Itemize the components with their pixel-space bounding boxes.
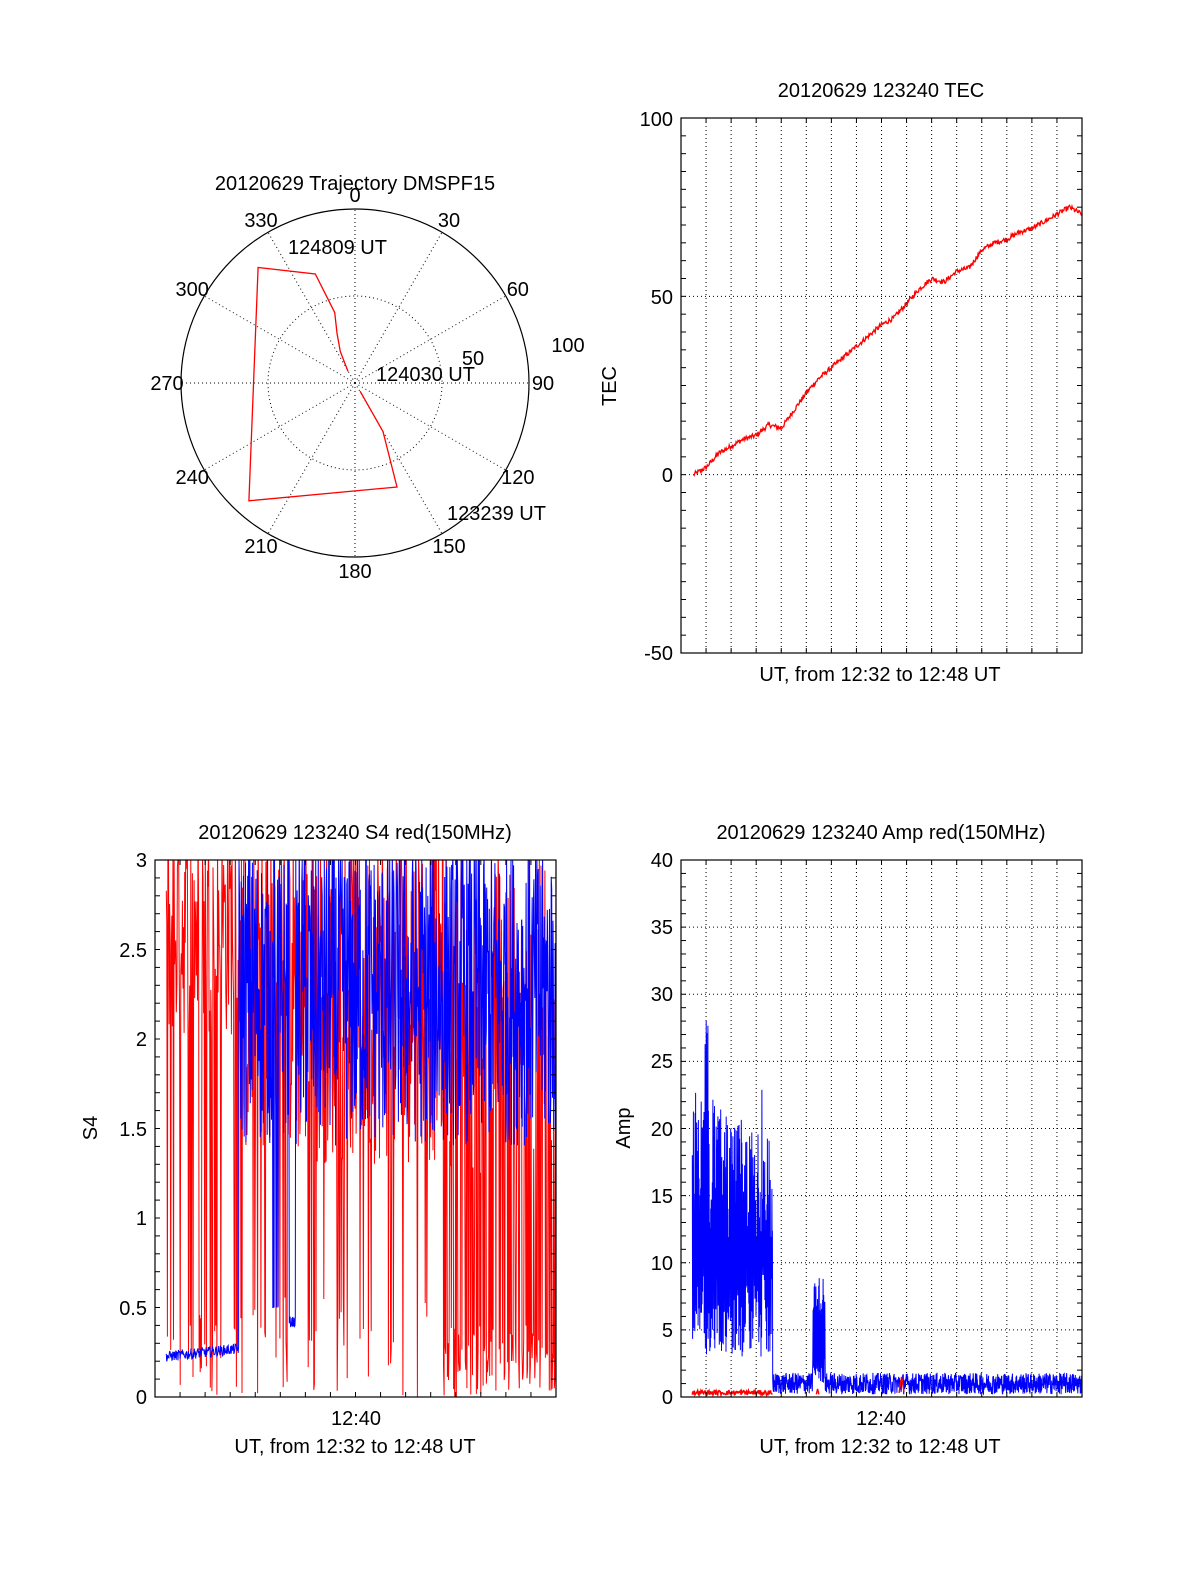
polar-angle-label: 0: [349, 185, 360, 207]
amp-ytick-5: 5: [662, 1320, 673, 1342]
s4-ytick-1: 1: [136, 1208, 147, 1230]
amp-ytick-20: 20: [651, 1119, 673, 1141]
polar-angle-label: 270: [150, 373, 183, 395]
tec-minor-ticks: [681, 118, 1082, 653]
tec-ylabel: TEC: [599, 366, 621, 406]
tec-plot-frame: [680, 117, 1083, 654]
polar-spoke: [267, 232, 356, 384]
polar-angle-label: 90: [532, 373, 554, 395]
amp-ytick-35: 35: [651, 917, 673, 939]
s4-ytick-1-5: 1.5: [119, 1119, 147, 1141]
trajectory-annotation-end: 124809 UT: [288, 237, 387, 259]
polar-outer-circle: [180, 208, 530, 558]
s4-plot-frame: [154, 859, 557, 1398]
polar-spoke: [204, 295, 356, 384]
amp-red-blip: [898, 1376, 905, 1394]
tec-ytick-0: 0: [662, 465, 673, 487]
trajectory-panel: 20120629 Trajectory DMSPF15 0 30 60 90 120 15…: [150, 173, 584, 583]
s4-blue-line: [165, 860, 556, 1362]
polar-angle-label: 300: [175, 279, 208, 301]
s4-ytick-2-5: 2.5: [119, 940, 147, 962]
s4-panel: 20120629 123240 S4 red(150MHz) 3 2.5 2 1…: [80, 822, 557, 1458]
amp-ylabel: Amp: [613, 1107, 635, 1148]
amp-xtick-1240: 12:40: [856, 1408, 906, 1430]
polar-spoke: [204, 382, 356, 471]
trajectory-line: [248, 266, 398, 502]
amp-red-line: [691, 1387, 773, 1397]
tec-grid: [681, 118, 1082, 653]
polar-spokes: [181, 209, 529, 557]
polar-angle-label: 210: [244, 536, 277, 558]
polar-radius-tick-100: 100: [551, 335, 584, 357]
amp-ytick-30: 30: [651, 984, 673, 1006]
s4-ylabel: S4: [80, 1116, 102, 1140]
amp-ytick-10: 10: [651, 1253, 673, 1275]
polar-angle-label: 150: [432, 536, 465, 558]
amp-blue-line: [691, 1020, 1082, 1396]
s4-xlabel: UT, from 12:32 to 12:48 UT: [234, 1436, 475, 1458]
amp-minor-ticks: [681, 860, 1082, 1397]
s4-ytick-0-5: 0.5: [119, 1298, 147, 1320]
tec-panel: 20120629 123240 TEC 100 50 0 -50 TEC UT,…: [599, 80, 1083, 686]
polar-angle-label: 330: [244, 210, 277, 232]
amp-xlabel: UT, from 12:32 to 12:48 UT: [759, 1436, 1000, 1458]
trajectory-annotation-start: 123239 UT: [447, 503, 546, 525]
amp-ytick-40: 40: [651, 850, 673, 872]
tec-title: 20120629 123240 TEC: [778, 80, 984, 102]
amp-ytick-0: 0: [662, 1387, 673, 1409]
tec-xlabel: UT, from 12:32 to 12:48 UT: [759, 664, 1000, 686]
s4-title: 20120629 123240 S4 red(150MHz): [198, 822, 512, 844]
amp-plot-frame: [680, 859, 1083, 1398]
tec-ytick-50: 50: [651, 287, 673, 309]
s4-ytick-0: 0: [136, 1387, 147, 1409]
s4-ytick-3: 3: [136, 850, 147, 872]
s4-tick-marks: [155, 860, 556, 1397]
polar-spoke: [354, 295, 506, 384]
polar-angle-label: 120: [501, 467, 534, 489]
tec-series-line: [692, 203, 1083, 478]
polar-angle-labels: 0 30 60 90 120 150 180 210 240 270 300 330: [150, 185, 554, 583]
s4-xtick-1240: 12:40: [331, 1408, 381, 1430]
amp-red-blip: [815, 1388, 820, 1395]
s4-blue-series: [165, 860, 556, 1362]
polar-angle-label: 30: [438, 210, 460, 232]
polar-angle-label: 60: [507, 279, 529, 301]
amp-ytick-15: 15: [651, 1186, 673, 1208]
polar-angle-label: 180: [338, 561, 371, 583]
trajectory-title: 20120629 Trajectory DMSPF15: [215, 173, 495, 195]
amp-ytick-25: 25: [651, 1051, 673, 1073]
s4-ytick-2: 2: [136, 1029, 147, 1051]
polar-angle-label: 240: [175, 467, 208, 489]
polar-spoke: [354, 382, 506, 471]
amp-title: 20120629 123240 Amp red(150MHz): [716, 822, 1045, 844]
polar-radius-tick-50: 50: [462, 348, 484, 370]
amp-blue-series: [691, 1020, 1082, 1396]
polar-spoke: [267, 382, 356, 534]
amp-panel: 20120629 123240 Amp red(150MHz) 40 35 30…: [613, 822, 1083, 1458]
polar-spoke: [354, 232, 443, 384]
polar-inner-circle: [267, 295, 443, 471]
tec-ytick-minus50: -50: [644, 643, 673, 665]
trajectory-annotation-mid: 124030 UT: [376, 364, 475, 386]
tec-ytick-100: 100: [640, 109, 673, 131]
